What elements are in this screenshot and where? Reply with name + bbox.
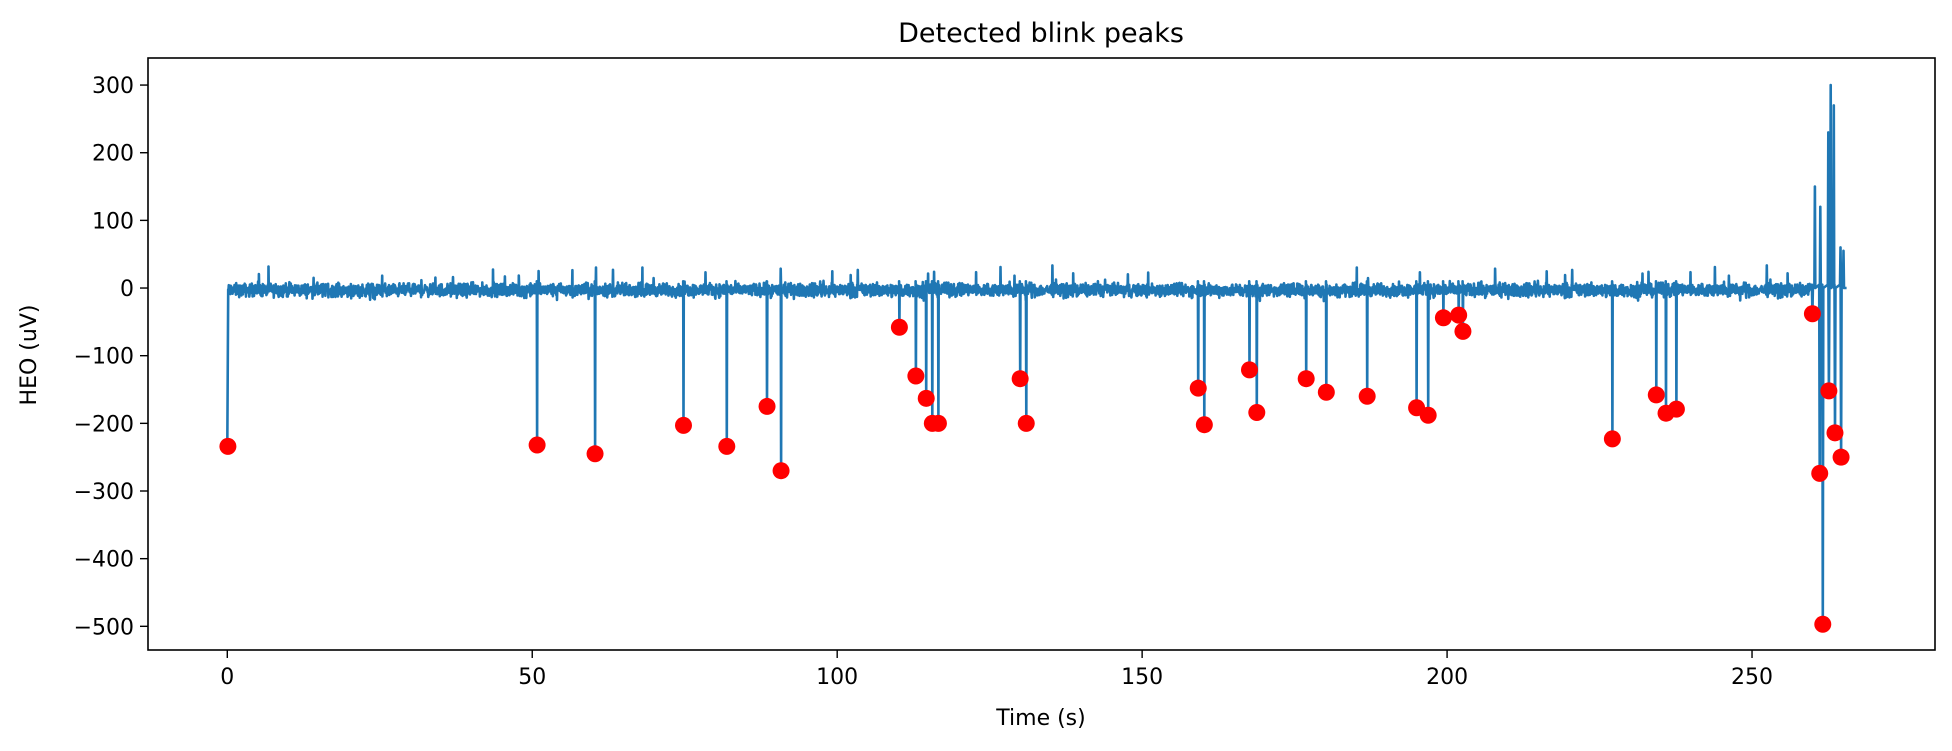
peak-marker — [1248, 404, 1266, 422]
x-tick-label: 200 — [1426, 665, 1468, 690]
peak-marker — [1826, 424, 1844, 442]
peak-marker — [1189, 379, 1207, 397]
peak-marker — [1195, 416, 1213, 434]
peak-marker — [1450, 306, 1468, 324]
peak-marker — [1803, 305, 1821, 323]
y-tick-label: −500 — [74, 615, 134, 640]
x-tick-label: 0 — [220, 665, 234, 690]
x-axis-label: Time (s) — [995, 706, 1085, 731]
x-tick-label: 250 — [1731, 665, 1773, 690]
peak-marker — [1454, 322, 1472, 340]
peak-marker — [586, 445, 604, 463]
peak-marker — [1297, 370, 1315, 388]
axes-frame — [147, 57, 1936, 651]
x-tick-label: 50 — [518, 665, 546, 690]
peak-marker — [1667, 400, 1685, 418]
y-tick-label: 200 — [92, 142, 134, 167]
peak-marker — [1419, 406, 1437, 424]
y-tick-label: −200 — [74, 412, 134, 437]
y-axis-label: HEO (uV) — [17, 305, 42, 406]
peak-marker — [219, 437, 237, 455]
y-axis: 300 200 100 0 −100 −200 −300 −400 −500 — [74, 74, 148, 640]
peak-marker — [1240, 361, 1258, 379]
peak-marker — [772, 462, 790, 480]
y-tick-label: −400 — [74, 548, 134, 573]
peak-marker — [907, 367, 925, 385]
y-tick-label: −100 — [74, 345, 134, 370]
peak-markers — [219, 305, 1850, 633]
x-axis: 0 50 100 150 200 250 — [220, 650, 1773, 690]
peak-marker — [528, 436, 546, 454]
peak-marker — [890, 318, 908, 336]
peak-marker — [1011, 370, 1029, 388]
peak-marker — [718, 437, 736, 455]
peak-marker — [1358, 387, 1376, 405]
peak-marker — [1434, 309, 1452, 327]
signal-layer — [226, 83, 1847, 626]
peak-marker — [1017, 414, 1035, 432]
x-tick-label: 100 — [816, 665, 858, 690]
peak-marker — [1832, 448, 1850, 466]
plot-area — [219, 83, 1850, 633]
peak-marker — [1603, 430, 1621, 448]
peak-marker — [1811, 464, 1829, 482]
x-tick-label: 150 — [1121, 665, 1163, 690]
peak-marker — [1814, 615, 1832, 633]
peak-marker — [758, 397, 776, 415]
peak-marker — [674, 416, 692, 434]
peak-marker — [1820, 382, 1838, 400]
chart-title: Detected blink peaks — [898, 18, 1184, 49]
y-tick-label: 300 — [92, 74, 134, 99]
peak-marker — [1317, 383, 1335, 401]
signal-line — [226, 83, 1847, 626]
y-tick-label: −300 — [74, 480, 134, 505]
y-tick-label: 0 — [120, 277, 134, 302]
peak-marker — [917, 389, 935, 407]
peak-marker — [929, 414, 947, 432]
y-tick-label: 100 — [92, 209, 134, 234]
peak-marker — [1647, 386, 1665, 404]
